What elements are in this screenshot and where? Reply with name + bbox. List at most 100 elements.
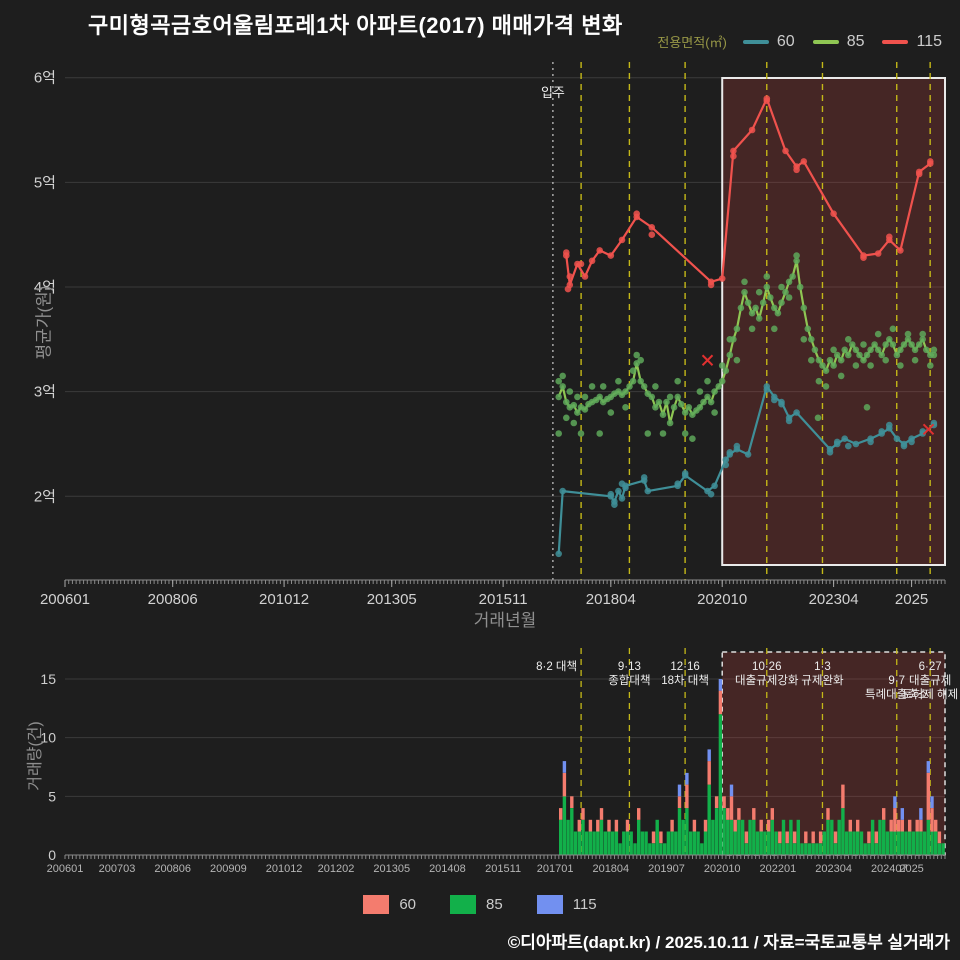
transaction-dot bbox=[640, 383, 648, 390]
volume-y-tick-label: 5 bbox=[48, 788, 56, 804]
price-x-axis-title: 거래년월 bbox=[473, 611, 537, 630]
transaction-dot bbox=[845, 442, 852, 450]
transaction-dot bbox=[819, 362, 826, 369]
price-y-tick-label: 2억 bbox=[34, 488, 56, 505]
transaction-dot bbox=[588, 257, 596, 265]
transaction-dot bbox=[796, 283, 804, 291]
transaction-dot bbox=[733, 325, 741, 333]
volume-bar bbox=[911, 831, 916, 855]
policy-annotation: 특례대출축소 bbox=[865, 688, 928, 701]
volume-bar bbox=[844, 831, 849, 855]
volume-bar bbox=[670, 819, 674, 832]
policy-annotation: 9·7 bbox=[888, 675, 905, 687]
volume-bar bbox=[919, 808, 923, 820]
volume-bar bbox=[852, 831, 856, 855]
legend-item-85[interactable]: 85 bbox=[812, 33, 864, 51]
volume-bar bbox=[937, 843, 942, 855]
legend-item-label: 60 bbox=[776, 32, 795, 50]
volume-bar bbox=[644, 831, 648, 855]
legend-item-115[interactable]: 115 bbox=[882, 33, 942, 51]
volume-bar bbox=[718, 690, 723, 715]
volume-bar bbox=[833, 843, 838, 855]
volume-legend-item-115: 115 bbox=[536, 895, 597, 914]
transaction-dot bbox=[563, 414, 570, 422]
volume-bar bbox=[848, 819, 852, 832]
transaction-dot bbox=[867, 362, 874, 369]
transaction-dot bbox=[759, 299, 767, 307]
volume-x-tick-label: 201907 bbox=[648, 863, 685, 875]
transaction-dot bbox=[886, 336, 893, 343]
volume-bar bbox=[882, 808, 886, 820]
volume-x-tick-label: 201701 bbox=[537, 863, 574, 875]
transaction-dot bbox=[793, 166, 800, 174]
volume-bar bbox=[740, 819, 745, 855]
volume-bar bbox=[648, 843, 652, 855]
transaction-dot bbox=[744, 299, 752, 307]
transaction-dot bbox=[681, 470, 689, 477]
volume-x-tick-label: 200601 bbox=[47, 863, 84, 875]
transaction-dot bbox=[841, 435, 848, 443]
transaction-dot bbox=[722, 461, 730, 469]
volume-bar bbox=[614, 819, 619, 832]
volume-bar bbox=[792, 831, 797, 844]
transaction-dot bbox=[837, 372, 845, 380]
volume-bar bbox=[930, 808, 934, 832]
transaction-dot bbox=[852, 362, 860, 369]
transaction-dot bbox=[704, 377, 711, 385]
transaction-dot bbox=[778, 299, 785, 307]
transaction-dot bbox=[863, 404, 871, 411]
transaction-dot bbox=[900, 341, 908, 348]
policy-annotation: 8·2 대책 bbox=[536, 659, 577, 673]
transaction-dot bbox=[815, 377, 823, 385]
volume-bar bbox=[611, 831, 615, 855]
volume-bar bbox=[689, 831, 693, 855]
volume-bar bbox=[581, 808, 585, 820]
transaction-dot bbox=[882, 341, 889, 348]
volume-bar bbox=[885, 831, 890, 855]
volume-bar bbox=[926, 761, 930, 773]
volume-bar bbox=[841, 808, 845, 855]
transaction-dot bbox=[726, 351, 734, 359]
transaction-dot bbox=[904, 336, 912, 343]
volume-bar bbox=[666, 831, 671, 855]
transaction-dot bbox=[808, 356, 815, 364]
policy-annotation: 1·3 bbox=[814, 661, 831, 673]
volume-bar bbox=[926, 772, 930, 820]
transaction-dot bbox=[574, 409, 581, 416]
transaction-dot bbox=[666, 393, 674, 401]
policy-annotation: 대출규제강화 bbox=[735, 674, 799, 687]
transaction-dot bbox=[841, 346, 848, 354]
transaction-dot bbox=[726, 336, 734, 343]
transaction-dot bbox=[555, 377, 562, 385]
transaction-dot bbox=[771, 325, 778, 333]
volume-bar bbox=[607, 831, 611, 855]
volume-bar bbox=[685, 784, 689, 809]
transaction-dot bbox=[923, 346, 930, 354]
transaction-dot bbox=[563, 398, 570, 406]
volume-bar bbox=[674, 831, 678, 855]
transaction-dot bbox=[782, 288, 789, 296]
transaction-dot bbox=[752, 304, 759, 312]
volume-bar bbox=[573, 831, 578, 855]
volume-bar bbox=[766, 831, 771, 855]
legend-item-60[interactable]: 60 bbox=[742, 32, 795, 51]
volume-bar bbox=[651, 843, 656, 855]
transaction-dot bbox=[763, 283, 771, 291]
volume-bar bbox=[867, 843, 871, 855]
transaction-dot bbox=[893, 351, 901, 359]
transaction-dot bbox=[785, 294, 793, 301]
page-title: 구미형곡금호어울림포레1차 아파트(2017) 매매가격 변화 bbox=[88, 13, 623, 38]
transaction-dot bbox=[826, 356, 834, 364]
volume-bar bbox=[919, 819, 923, 832]
volume-bar bbox=[588, 831, 593, 855]
transaction-dot bbox=[711, 409, 718, 416]
transaction-dot bbox=[800, 336, 808, 343]
volume-bar bbox=[729, 819, 734, 855]
transaction-dot bbox=[588, 383, 596, 390]
volume-bar bbox=[778, 843, 782, 855]
legend-title: 전용면적(㎡) bbox=[657, 35, 727, 50]
volume-bar bbox=[726, 808, 730, 820]
transaction-dot bbox=[674, 393, 681, 401]
transaction-dot bbox=[733, 356, 741, 364]
